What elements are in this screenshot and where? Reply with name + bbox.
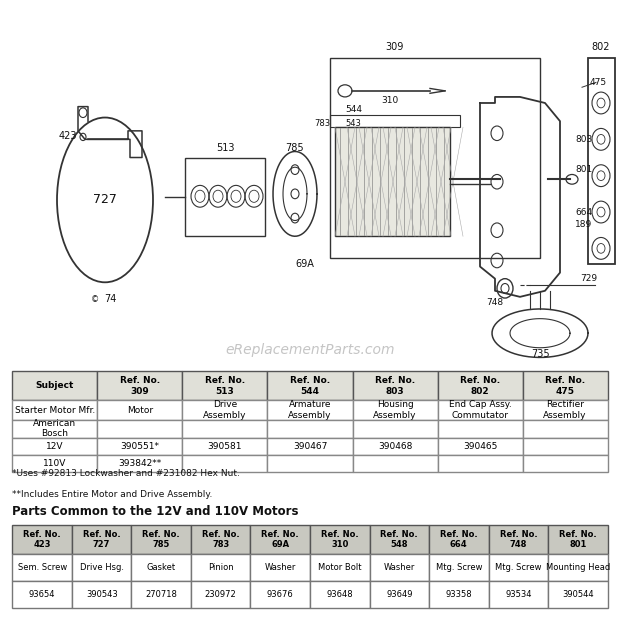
Text: 729: 729 bbox=[580, 274, 597, 283]
Text: **Includes Entire Motor and Drive Assembly.: **Includes Entire Motor and Drive Assemb… bbox=[12, 490, 213, 499]
Text: 802: 802 bbox=[591, 42, 610, 52]
Text: 803: 803 bbox=[575, 135, 592, 144]
Bar bbox=[335, 127, 450, 236]
Text: Parts Common to the 12V and 110V Motors: Parts Common to the 12V and 110V Motors bbox=[12, 505, 299, 518]
Text: 189: 189 bbox=[575, 220, 592, 228]
Bar bbox=[330, 115, 460, 127]
Text: eReplacementParts.com: eReplacementParts.com bbox=[225, 344, 395, 357]
Text: 475: 475 bbox=[590, 78, 606, 87]
Text: 309: 309 bbox=[386, 42, 404, 52]
Text: 783: 783 bbox=[314, 119, 330, 128]
Bar bbox=[185, 158, 265, 236]
Text: 69A: 69A bbox=[296, 259, 314, 269]
Text: 664: 664 bbox=[575, 208, 592, 217]
Text: 544: 544 bbox=[345, 105, 362, 113]
Text: 748: 748 bbox=[487, 299, 503, 307]
Text: 735: 735 bbox=[531, 349, 549, 359]
Text: 310: 310 bbox=[381, 96, 399, 105]
Text: 74: 74 bbox=[104, 294, 116, 304]
Text: 423: 423 bbox=[58, 131, 77, 141]
Text: 513: 513 bbox=[216, 143, 234, 153]
Bar bbox=[330, 58, 540, 258]
Text: 727: 727 bbox=[93, 193, 117, 207]
Text: 801: 801 bbox=[575, 165, 592, 174]
Text: ©: © bbox=[91, 295, 99, 304]
Text: *Uses #92813 Lockwasher and #231082 Hex Nut.: *Uses #92813 Lockwasher and #231082 Hex … bbox=[12, 470, 241, 478]
Bar bbox=[588, 58, 615, 264]
Text: 785: 785 bbox=[286, 143, 304, 153]
Text: 543: 543 bbox=[345, 119, 361, 128]
